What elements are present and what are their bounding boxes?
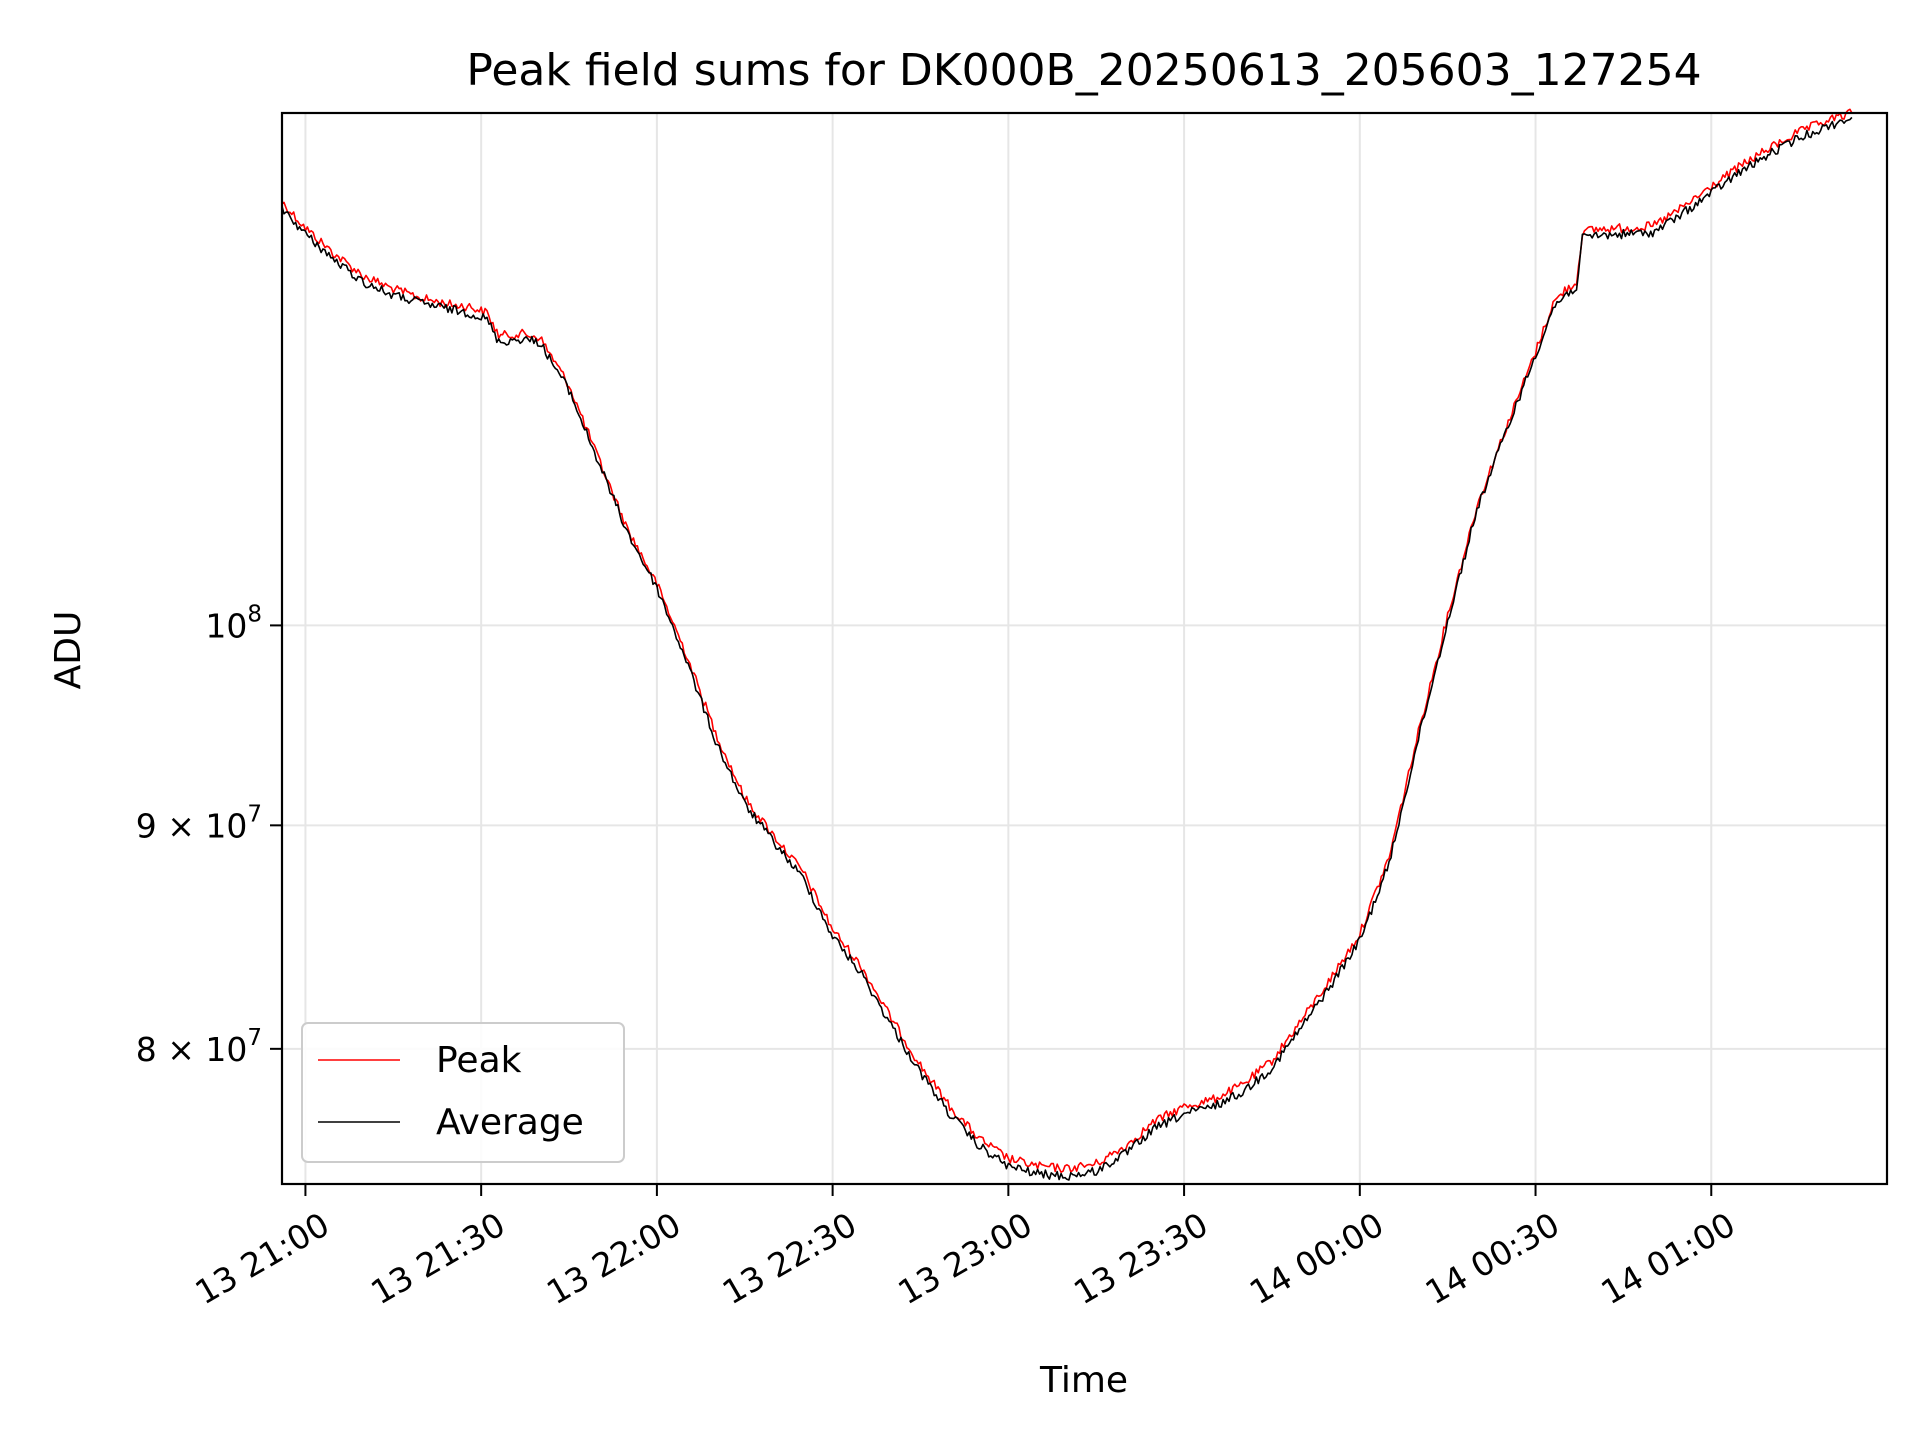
y-tick-label: 8 × 107: [136, 1025, 262, 1069]
y-tick-base: 10: [205, 606, 247, 645]
y-tick-label: 9 × 107: [136, 801, 262, 845]
y-tick-exponent: 7: [247, 801, 262, 827]
y-tick-exponent: 8: [247, 601, 262, 627]
series-line-average: [281, 116, 1853, 1181]
x-axis-label: Time: [1039, 1360, 1128, 1401]
plot-frame: [280, 111, 1889, 1186]
y-tick-exponent: 7: [247, 1025, 262, 1051]
legend: Peak Average: [301, 1022, 625, 1163]
y-tick-mantissa: 8: [136, 1030, 157, 1069]
chart-title: Peak field sums for DK000B_20250613_2056…: [466, 45, 1701, 96]
y-tick-base: 10: [205, 1030, 247, 1069]
y-tick-label: 108: [205, 601, 262, 645]
series-layer: [281, 108, 1853, 1181]
legend-label-average: Average: [436, 1102, 584, 1143]
y-tick-base: 10: [205, 806, 247, 845]
legend-box: [301, 1022, 625, 1163]
y-axis-label: ADU: [48, 611, 89, 690]
legend-label-peak: Peak: [436, 1040, 522, 1081]
grid-layer: [282, 113, 1887, 1184]
y-tick-mantissa: 9: [136, 806, 157, 845]
